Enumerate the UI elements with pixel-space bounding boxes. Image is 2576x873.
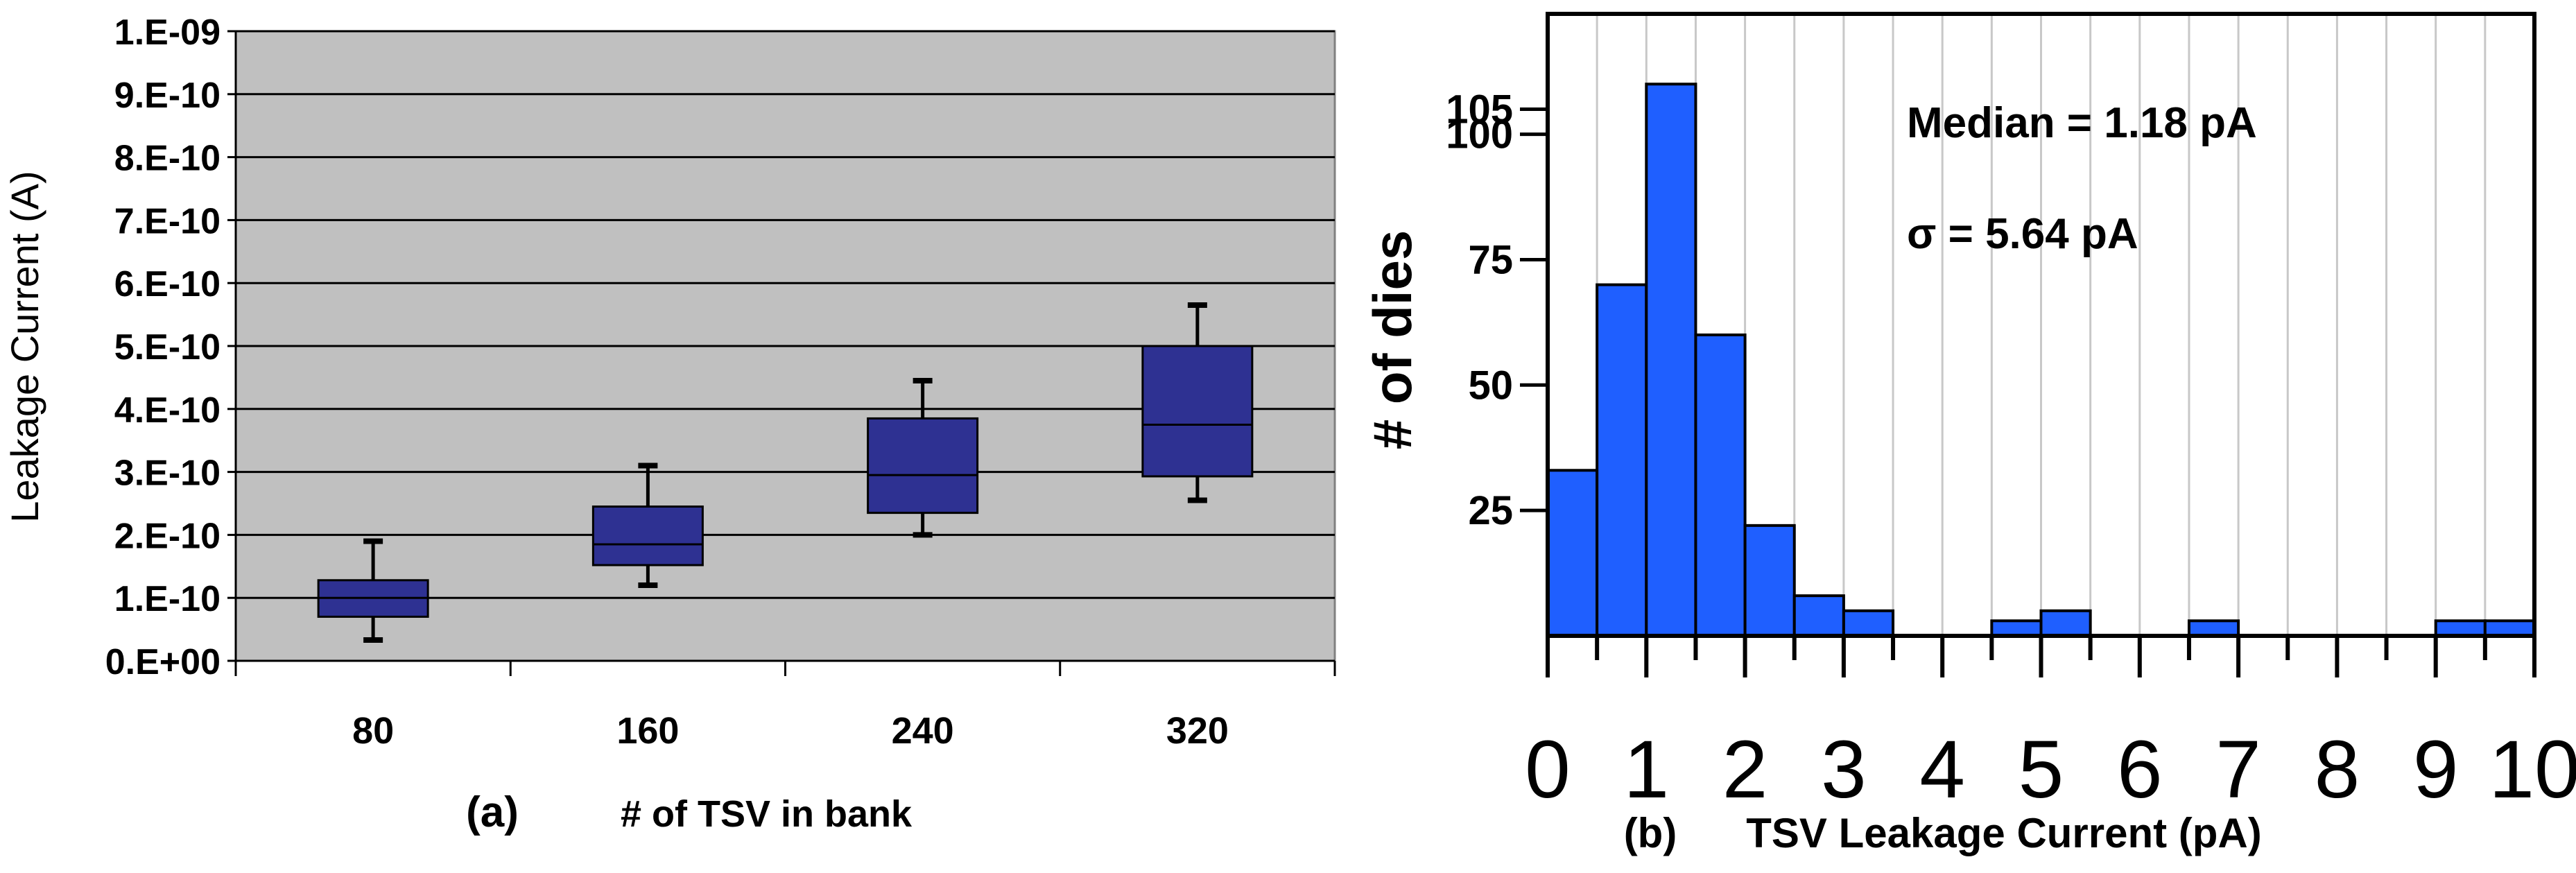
panel-b-x-axis-label: TSV Leakage Current (pA) [1746, 810, 2261, 856]
panel-a-box [591, 505, 704, 567]
panel-a-y-tick-label: 9.E-10 [114, 76, 221, 116]
panel-b-x-tick-label: 2 [1722, 724, 1768, 815]
panel-b-bar [1694, 333, 1747, 637]
panel-b-y-tick-label: 75 [1468, 237, 1513, 282]
panel-b-x-tick-label: 6 [2117, 724, 2163, 815]
panel-a-y-tick-label: 1.E-09 [114, 12, 221, 53]
panel-b-annotation-sigma: σ = 5.64 pA [1907, 210, 2138, 258]
panel-b-y-tick-label: 105 [1446, 87, 1513, 132]
panel-b-bar [2187, 619, 2240, 638]
panel-a: 0.E+00 1.E-10 2.E-10 3.E-10 4.E-10 5.E-10 6.E-… [3, 12, 1336, 836]
panel-b-bar [1792, 594, 1845, 637]
panel-a-x-ticks: 80 160 240 320 [234, 31, 1336, 752]
panel-a-y-tick-label: 6.E-10 [114, 264, 221, 304]
panel-b-x-tick-label: 0 [1525, 724, 1571, 815]
panel-a-y-tick-label: 8.E-10 [114, 139, 221, 179]
panel-a-x-axis-label: # of TSV in bank [621, 793, 913, 835]
panel-a-y-tick-label: 2.E-10 [114, 516, 221, 556]
panel-b-bar [1645, 83, 1697, 638]
panel-a-box [1141, 345, 1254, 478]
panel-b-bar [2483, 619, 2536, 638]
panel-b-bar [1743, 524, 1796, 638]
panel-a-y-axis-label: Leakage Current (A) [3, 171, 46, 522]
panel-b-y-tick-label: 50 [1468, 363, 1513, 408]
panel-b-x-tick-label: 4 [1919, 724, 1965, 815]
panel-a-box [867, 417, 979, 515]
panel-b-bar [2434, 619, 2487, 638]
panel-b-annotation-median: Median = 1.18 pA [1907, 99, 2257, 147]
panel-b-bar [1842, 609, 1895, 637]
panel-b-x-tick-label: 5 [2019, 724, 2064, 815]
panel-a-y-tick-label: 7.E-10 [114, 201, 221, 241]
panel-b-x-tick-label: 1 [1623, 724, 1669, 815]
panel-b-bar [1596, 283, 1648, 637]
panel-b-x-tick-label: 10 [2489, 724, 2576, 815]
panel-b-y-tick-label: 25 [1468, 488, 1513, 533]
panel-b-x-tick-label: 3 [1821, 724, 1867, 815]
panel-a-y-tick-label: 1.E-10 [114, 579, 221, 619]
panel-a-x-tick-label: 320 [1166, 710, 1229, 752]
panel-b-bars [1546, 83, 2536, 638]
panel-b-label: (b) [1624, 810, 1677, 856]
panel-a-x-tick-label: 160 [616, 710, 679, 752]
panel-a-label: (a) [466, 788, 519, 836]
panel-b-y-tick-label: 100 [1446, 112, 1513, 157]
panel-b-bar [1546, 469, 1599, 638]
panel-b-bar [1990, 619, 2043, 638]
panel-b-x-tick-label: 7 [2215, 724, 2261, 815]
panel-a-x-tick-label: 240 [892, 710, 954, 752]
panel-a-y-tick-label: 0.E+00 [105, 642, 221, 682]
panel-b-x-ticks: 0 1 2 3 4 5 6 7 8 9 10 [1525, 634, 2576, 815]
panel-a-y-tick-label: 3.E-10 [114, 453, 221, 494]
panel-b-bar [2039, 609, 2092, 637]
panel-a-y-tick-label: 4.E-10 [114, 390, 221, 431]
panel-b-x-tick-label: 8 [2315, 724, 2360, 815]
panel-b-y-axis-label: # of dies [1362, 230, 1423, 449]
panel-a-y-ticks: 0.E+00 1.E-10 2.E-10 3.E-10 4.E-10 5.E-10 6.E-… [105, 12, 236, 682]
panel-a-y-tick-label: 5.E-10 [114, 327, 221, 368]
panel-a-x-tick-label: 80 [352, 710, 394, 752]
panel-b-x-tick-label: 9 [2413, 724, 2459, 815]
panel-a-boxes [317, 302, 1254, 643]
